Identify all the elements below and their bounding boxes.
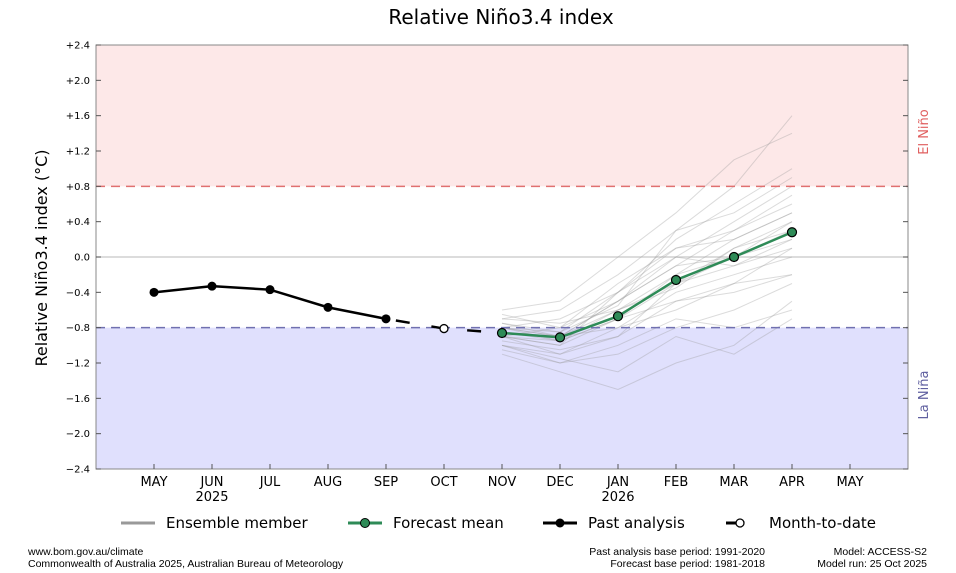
- y-tick-label: −0.8: [66, 323, 90, 334]
- ensemble-member-line: [501, 212, 793, 329]
- legend-past-marker: [555, 518, 565, 528]
- x-tick-label: APR: [779, 475, 805, 490]
- footer-copyright: Commonwealth of Australia 2025, Australi…: [28, 558, 344, 570]
- forecast-mean-point: [670, 274, 682, 286]
- ensemble-member-line: [501, 318, 793, 373]
- legend-ensemble-label: Ensemble member: [166, 514, 309, 532]
- legend-forecast-label: Forecast mean: [393, 514, 504, 532]
- x-tick-label: DEC: [546, 475, 573, 490]
- ensemble-member-line: [501, 256, 793, 338]
- x-tick-label: JUL: [259, 475, 281, 490]
- y-tick-label: +0.4: [66, 217, 90, 228]
- year-label: 2026: [601, 490, 634, 505]
- x-tick-label: FEB: [664, 475, 689, 490]
- y-tick-label: +2.4: [66, 41, 90, 52]
- legend-past-label: Past analysis: [588, 514, 685, 532]
- past-analysis-point: [323, 302, 333, 312]
- forecast-mean-point: [496, 327, 508, 339]
- legend-mtd-marker: [735, 518, 745, 528]
- ensemble-member-line: [501, 274, 793, 342]
- ensemble-member-line: [501, 274, 793, 355]
- ensemble-member-line: [501, 309, 793, 364]
- past-analysis-point: [149, 287, 159, 297]
- la-nina-region: [96, 327, 908, 469]
- past-analysis-point: [265, 285, 275, 295]
- x-tick-label: MAY: [836, 475, 863, 490]
- ensemble-member-line: [501, 185, 793, 338]
- footer-forecast-base: Forecast base period: 1981-2018: [610, 558, 765, 570]
- y-tick-label: −1.2: [66, 359, 90, 370]
- y-tick-label: −0.4: [66, 288, 90, 299]
- x-tick-label: SEP: [374, 475, 398, 490]
- x-tick-label: MAY: [140, 475, 167, 490]
- legend: Ensemble member Forecast mean Past analy…: [121, 514, 876, 532]
- ensemble-member-line: [501, 247, 793, 355]
- el-nino-region: [96, 45, 908, 187]
- x-tick-label: NOV: [488, 475, 517, 490]
- footer-model-run: Model run: 25 Oct 2025: [817, 558, 927, 570]
- y-tick-label: −2.0: [66, 429, 90, 440]
- ensemble-member-line: [501, 221, 793, 346]
- legend-mtd-label: Month-to-date: [769, 514, 876, 532]
- month-to-date-point: [439, 323, 449, 334]
- past-analysis-point: [381, 314, 391, 324]
- ensemble-member-line: [501, 194, 793, 338]
- footer-url: www.bom.gov.au/climate: [27, 546, 144, 558]
- ensemble-member-line: [501, 177, 793, 320]
- ensemble-member-line: [501, 247, 793, 346]
- ensemble-member-line: [501, 132, 793, 311]
- y-tick-label: +1.2: [66, 147, 90, 158]
- y-tick-label: 0.0: [74, 253, 90, 264]
- ensemble-member-line: [501, 115, 793, 333]
- forecast-mean-point: [728, 251, 740, 263]
- y-axis-label: Relative Niño3.4 index (°C): [32, 150, 51, 367]
- la-nina-label: La Niña: [917, 371, 932, 420]
- y-tick-label: −2.4: [66, 465, 90, 476]
- ensemble-member-line: [501, 168, 793, 333]
- forecast-mean-line: [501, 231, 793, 339]
- ensemble-member-line: [501, 300, 793, 391]
- ensemble-member-line: [501, 203, 793, 329]
- y-tick-label: +0.8: [66, 182, 90, 193]
- legend-forecast-marker: [360, 518, 370, 528]
- y-tick-label: +2.0: [66, 76, 90, 87]
- x-tick-label: AUG: [314, 475, 342, 490]
- past-analysis-point: [207, 281, 217, 291]
- forecast-mean-point: [786, 227, 798, 238]
- ensemble-member-line: [501, 212, 793, 342]
- x-tick-label: JUN: [199, 475, 223, 490]
- y-tick-label: +1.6: [66, 111, 90, 122]
- x-tick-label: JAN: [606, 475, 629, 490]
- forecast-mean-point: [612, 311, 624, 322]
- footer-past-base: Past analysis base period: 1991-2020: [589, 546, 765, 558]
- ensemble-member-line: [501, 238, 793, 351]
- x-tick-label: MAR: [719, 475, 748, 490]
- y-tick-label: −1.6: [66, 394, 90, 405]
- year-label: 2025: [195, 490, 228, 505]
- ensemble-member-line: [501, 283, 793, 364]
- x-tick-label: OCT: [430, 475, 457, 490]
- el-nino-label: El Niño: [917, 109, 932, 155]
- forecast-mean-point: [554, 332, 566, 343]
- chart-title: Relative Niño3.4 index: [388, 5, 613, 29]
- footer-model: Model: ACCESS-S2: [834, 546, 928, 558]
